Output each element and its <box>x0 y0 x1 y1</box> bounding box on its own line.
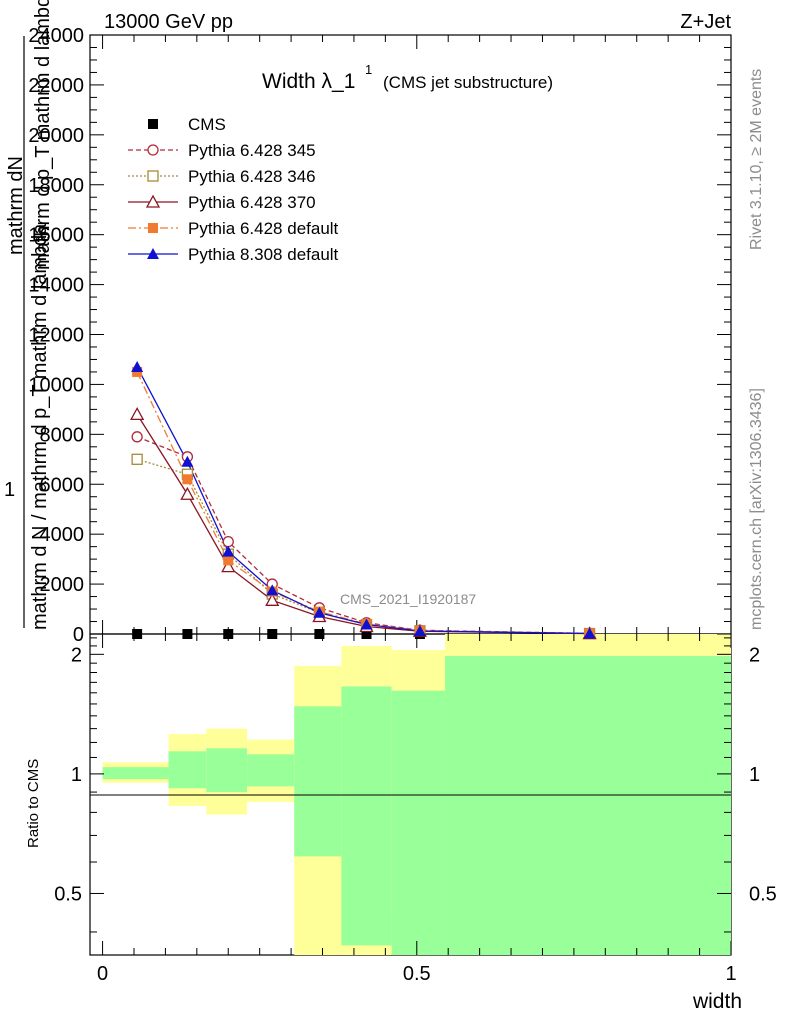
y-tick-label: 0 <box>73 624 84 646</box>
ratio-tick-label-right: 1 <box>749 764 760 786</box>
y-axis-label-full: mathrm d N / mathrm d p_T mathrm d lambd… <box>29 223 51 630</box>
ratio-band-inner-0 <box>102 767 169 780</box>
series-point-p370 <box>130 407 145 421</box>
series-line-p346 <box>136 458 590 635</box>
y-axis-label-denominator: mathrm d p_T mathrm d lambda <box>32 0 54 270</box>
series-point-p6def <box>182 474 193 485</box>
series-point-p8def <box>222 545 235 557</box>
series-point-cms <box>182 629 193 639</box>
series-line-p8def <box>136 366 590 635</box>
y-tick-label: 16000 <box>28 225 84 247</box>
legend-marker-p346 <box>147 170 159 182</box>
ratio-y-axis-label: Ratio to CMS <box>25 759 42 848</box>
ratio-tick-label-right: 2 <box>749 644 760 666</box>
series-point-p8def <box>583 627 596 639</box>
series-point-p8def <box>131 360 144 372</box>
legend: CMS Pythia 6.428 345 Pythia 6.428 346 Pythi… <box>128 115 339 264</box>
series-point-p370 <box>265 592 280 606</box>
series-point-p8def <box>313 606 326 618</box>
mcplots-label: mcplots.cern.ch [arXiv:1306.3436] <box>748 388 765 630</box>
series-point-p8def <box>181 455 194 467</box>
legend-marker-cms <box>148 119 158 129</box>
series-point-cms <box>223 629 234 639</box>
ratio-band-inner-4 <box>294 706 342 857</box>
process-label: Z+Jet <box>680 11 731 33</box>
y-tick-label: 24000 <box>28 25 84 47</box>
ratio-band-inner-3 <box>247 754 295 787</box>
y-tick-label: 8000 <box>40 424 85 446</box>
series-lines <box>136 366 590 635</box>
analysis-watermark: CMS_2021_I1920187 <box>340 591 476 607</box>
legend-label-p6def: Pythia 6.428 default <box>188 219 339 238</box>
series-point-p8def <box>266 584 279 596</box>
y-tick-label: 10000 <box>28 374 84 396</box>
plot-subtitle: (CMS jet substructure) <box>383 73 553 92</box>
y-axis-label-one: 1 <box>4 479 15 501</box>
series-point-cms <box>132 629 143 639</box>
series-point-p370 <box>221 559 236 573</box>
legend-marker-p6def <box>148 223 158 233</box>
series-point-cms <box>314 629 325 639</box>
y-tick-label: 4000 <box>40 524 85 546</box>
rivet-version-label: Rivet 3.1.10, ≥ 2M events <box>748 69 765 250</box>
ratio-band-inner-1 <box>168 751 207 789</box>
x-tick-label: 0 <box>97 963 108 985</box>
legend-label-cms: CMS <box>188 115 226 134</box>
series-point-p345 <box>131 431 143 443</box>
ratio-band-inner-6 <box>391 690 446 955</box>
ratio-tick-label-right: 0.5 <box>749 883 777 905</box>
ratio-band-inner-2 <box>206 748 248 793</box>
plot-title: Width λ_1 <box>262 70 355 93</box>
ratio-band-inner-5 <box>341 686 392 946</box>
series-markers <box>130 360 597 640</box>
y-tick-label: 12000 <box>28 325 84 347</box>
x-axis-label: width <box>692 990 742 1013</box>
main-y-ticks: 0 2000 4000 6000 8000 10000 12000 14000 16000 180… <box>28 25 731 646</box>
main-panel-frame <box>89 34 732 635</box>
series-point-cms <box>361 629 372 639</box>
series-point-p6def <box>223 555 234 566</box>
ratio-tick-label: 0.5 <box>54 883 82 905</box>
y-tick-label: 14000 <box>28 275 84 297</box>
ratio-tick-label: 1 <box>71 764 82 786</box>
legend-label-p8def: Pythia 8.308 default <box>188 245 339 264</box>
y-axis-label-numerator: mathrm dN <box>5 156 27 255</box>
y-tick-label: 22000 <box>28 75 84 97</box>
series-point-p8def <box>360 618 373 630</box>
legend-marker-p345 <box>147 144 159 156</box>
x-tick-label: 1 <box>725 963 736 985</box>
ratio-tick-label: 2 <box>71 644 82 666</box>
legend-marker-p370 <box>145 194 161 208</box>
legend-label-p370: Pythia 6.428 370 <box>188 193 316 212</box>
y-tick-label: 18000 <box>28 175 84 197</box>
series-point-p370 <box>180 486 195 500</box>
energy-label: 13000 GeV pp <box>104 11 233 33</box>
series-point-cms <box>267 629 278 639</box>
ratio-y-ticks: 0.5 0.5 1 1 2 2 <box>54 637 777 933</box>
x-tick-label: 0.5 <box>403 963 431 985</box>
legend-marker-p8def <box>147 248 159 259</box>
y-tick-label: 6000 <box>40 474 85 496</box>
series-point-p8def <box>413 625 426 637</box>
legend-label-p345: Pythia 6.428 345 <box>188 141 316 160</box>
series-point-p345 <box>222 536 234 548</box>
y-tick-label: 20000 <box>28 125 84 147</box>
ratio-band-inner-7 <box>445 656 731 955</box>
plot-title-superscript: 1 <box>365 62 372 77</box>
legend-label-p346: Pythia 6.428 346 <box>188 167 316 186</box>
y-tick-label: 2000 <box>40 574 85 596</box>
series-point-p346 <box>131 453 143 465</box>
